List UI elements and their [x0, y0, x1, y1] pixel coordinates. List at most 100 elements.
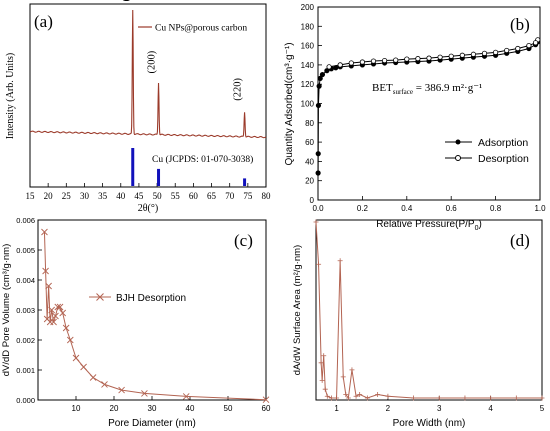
panel-d-point	[411, 395, 417, 401]
panel-b-desorption-point	[515, 45, 521, 52]
panel-a-x-tick-label: 60	[189, 191, 199, 201]
panel-b-desorption-point	[470, 51, 476, 57]
panel-c-x-tick-label: 60	[262, 404, 271, 413]
panel-b-annotation-main: BET	[372, 82, 393, 94]
panel-c-bjh-point	[56, 303, 64, 311]
panel-b-xlabel-end: )	[478, 219, 481, 230]
panel-b-y-ticks: 0 20 40 60 80 100 120 140 160 180 200	[301, 3, 322, 205]
panel-a-peak-label: (111)	[121, 0, 132, 2]
panel-a-x-tick-label: 15	[26, 191, 36, 201]
panel-d-point	[343, 391, 349, 397]
panel-d-point	[324, 393, 330, 399]
panel-b-adsorption-point	[315, 102, 322, 109]
panel-b-desorption-point	[532, 40, 539, 46]
panel-b-y-tick-label: 200	[301, 3, 315, 12]
panel-d-xlabel: Pore Width (nm)	[393, 418, 466, 429]
panel-b-adsorption-point	[316, 83, 322, 89]
panel-c-y-ticks: 0.000 0.001 0.002 0.003 0.004 0.005 0.006	[16, 216, 42, 405]
panel-d-ylabel: dA/dW Surface Area (m²/g·nm)	[292, 245, 303, 375]
panel-a-ylabel: Intensity (Arb. Units)	[5, 53, 16, 139]
panel-c-bjh-point	[80, 363, 87, 371]
panel-b-y-tick-label: 40	[305, 157, 314, 166]
panel-a-x-tick-label: 70	[225, 191, 235, 201]
panel-c-x-tick-label: 50	[224, 404, 233, 413]
panel-d-points	[313, 219, 545, 401]
panel-b-legend: Adsorption Desorption	[445, 137, 529, 165]
panel-d-x-tick-label: 4	[488, 404, 493, 413]
panel-a-reference-label: Cu (JCPDS: 01-070-3038)	[152, 154, 253, 165]
panel-b-desorption-point	[404, 56, 410, 62]
panel-c-bjh-point	[66, 336, 74, 344]
panel-d-frame	[315, 219, 543, 401]
panel-c-bjh-point	[101, 381, 108, 388]
panel-a-x-tick-label: 30	[80, 191, 90, 201]
panel-b-ylabel-end: )	[284, 42, 295, 45]
panel-c-y-tick-label: 0.000	[16, 396, 35, 405]
panel-c-bjh-point	[48, 306, 55, 314]
panel-b-x-tick-label: 0.8	[490, 204, 502, 213]
panel-d-point	[313, 219, 319, 225]
panel-b-xlabel-main: Relative Pressure(P/P	[376, 219, 475, 230]
panel-b-y-tick-label: 180	[301, 22, 315, 31]
panel-d-point	[462, 395, 468, 401]
panel-b-desorption-point	[492, 49, 499, 55]
panel-b-desorption-point	[359, 59, 365, 65]
panel-b-annotation-sub: surface	[393, 88, 413, 96]
panel-a-x-tick-label: 55	[171, 191, 181, 201]
panel-c-bjh-point	[50, 318, 57, 326]
panel-c-frame	[37, 219, 267, 401]
panel-b-legend-desorption: Desorption	[478, 153, 529, 165]
panel-c-x-ticks: 10 20 30 40 50 60	[72, 396, 271, 413]
panel-b-legend-ads-marker	[455, 139, 461, 145]
panel-d-point	[349, 367, 355, 373]
panel-b-desorption-point	[504, 47, 510, 54]
panel-b-desorption-point	[381, 57, 388, 64]
panel-c-bjh-point	[118, 386, 125, 394]
panel-b-y-tick-label: 120	[301, 80, 315, 89]
panel-b-desorption-point	[337, 62, 343, 68]
panel-d-point	[353, 393, 359, 399]
panel-a-x-tick-label: 25	[62, 191, 72, 201]
panel-d-point	[436, 395, 442, 401]
panel-b-y-tick-label: 140	[301, 61, 315, 70]
panel-a-xlabel: 2θ(°)	[138, 203, 158, 214]
panel-a-x-tick-label: 75	[243, 191, 253, 201]
panel-b-label: (b)	[510, 15, 530, 34]
panel-d-point	[340, 374, 346, 380]
panel-a-x-tick-label: 20	[44, 191, 54, 201]
panel-c-xlabel: Pore Diameter (nm)	[108, 418, 196, 429]
panel-b-xlabel: Relative Pressure(P/P0)	[376, 219, 482, 232]
panel-d-point	[539, 395, 545, 401]
panel-d-point	[488, 395, 494, 401]
panel-b-annotation: BETsurface = 386.9 m²·g⁻¹	[372, 82, 482, 96]
panel-c-bjh-line	[43, 231, 267, 401]
panel-b-x-tick-label: 1.0	[534, 204, 546, 213]
panel-b-desorption-point	[348, 60, 354, 66]
panel-a-x-tick-label: 35	[98, 191, 108, 201]
panel-b-adsorption-point	[317, 75, 323, 82]
panel-d-point	[334, 395, 340, 401]
panel-a-x-tick-label: 80	[262, 191, 272, 201]
panel-c-legend-label: BJH Desorption	[116, 293, 186, 304]
panel-c: 10 20 30 40 50 60 0.0000.0010.0020.0030.0040.…	[1, 216, 271, 429]
panel-c-y-tick-label: 0.002	[16, 336, 35, 345]
panel-a-x-ticks: 15 20 25 30 35 40 45 50 55 60 65 70 75 80	[26, 183, 272, 201]
panel-b-desorption-point	[437, 54, 443, 60]
panel-d-point	[322, 386, 328, 392]
panel-d-label: (d)	[510, 231, 530, 250]
panel-d-point	[318, 360, 324, 366]
panel-b-legend-adsorption: Adsorption	[478, 137, 528, 149]
panel-b-desorption-point	[526, 42, 532, 49]
panel-c-bjh-point	[182, 393, 190, 400]
panel-b-ylabel: Quantity Adsorbed(cm³·g⁻¹)	[284, 42, 295, 165]
panel-c-bjh-point	[41, 228, 48, 236]
panel-b-adsorption-point	[333, 65, 339, 71]
panel-b-desorption-point	[415, 56, 421, 62]
panel-b-x-tick-label: 0.0	[312, 204, 324, 213]
panel-a-x-tick-label: 65	[207, 191, 217, 201]
panel-d-x-tick-label: 5	[540, 404, 545, 413]
panel-b-y-tick-label: 80	[305, 119, 314, 128]
panel-c-bjh-point	[262, 396, 270, 404]
